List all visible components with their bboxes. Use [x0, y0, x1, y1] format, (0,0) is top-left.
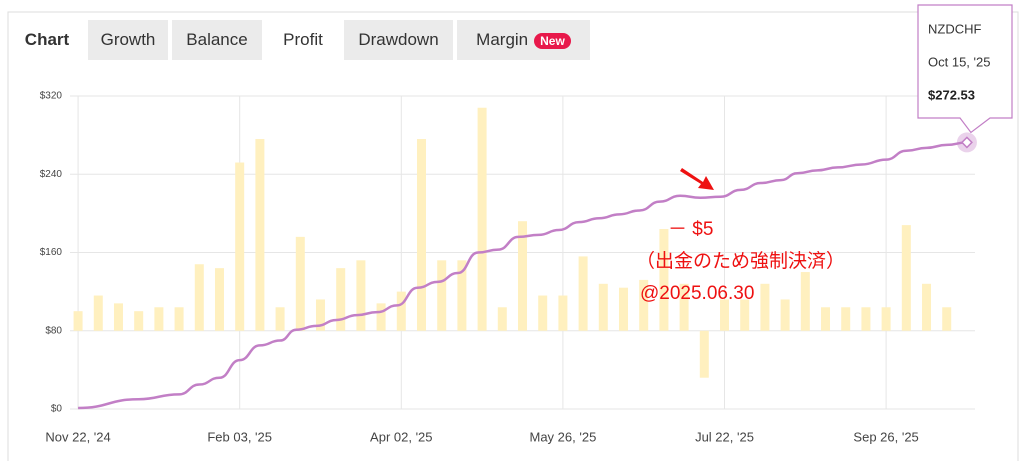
bar — [760, 283, 770, 331]
bar — [174, 307, 184, 331]
bar — [235, 162, 245, 331]
bar — [154, 307, 164, 331]
badge: New — [534, 33, 571, 49]
bar — [558, 295, 568, 331]
bar — [518, 221, 527, 331]
y-tick-label: $160 — [40, 247, 63, 258]
bar — [780, 299, 790, 331]
bar — [901, 225, 911, 331]
bar — [275, 307, 285, 331]
y-tick-label: $320 — [40, 91, 63, 102]
tab[interactable]: Drawdown — [344, 20, 453, 60]
tooltip-title: NZDCHF — [928, 21, 981, 36]
bar — [93, 295, 103, 331]
panel — [7, 11, 1019, 461]
bar — [356, 260, 366, 331]
bar — [679, 283, 689, 331]
bar — [73, 311, 83, 331]
bar — [578, 256, 588, 331]
bar — [659, 229, 669, 331]
tab[interactable]: Growth — [88, 20, 168, 60]
bar — [619, 287, 629, 331]
bar — [598, 283, 608, 331]
bar — [396, 291, 406, 331]
bar — [821, 307, 831, 331]
bar — [437, 260, 447, 331]
bar — [477, 107, 487, 331]
bar — [720, 299, 730, 331]
tab[interactable]: Balance — [172, 20, 262, 60]
x-tick-label: May 26, '25 — [530, 429, 597, 444]
annotation: （出金のため強制決済） — [636, 250, 845, 272]
bar — [861, 307, 871, 331]
bar — [457, 260, 467, 331]
line — [78, 141, 967, 410]
bar — [214, 268, 224, 331]
arrow — [680, 168, 714, 190]
annotation: － $5 — [668, 219, 713, 240]
bar — [639, 279, 649, 331]
tab-label: Margin — [476, 30, 529, 49]
bar — [699, 330, 709, 378]
bar — [881, 307, 891, 331]
bar — [942, 307, 952, 331]
bar — [922, 283, 932, 331]
bar — [538, 295, 548, 331]
bar — [113, 303, 123, 331]
bar — [841, 307, 851, 331]
x-tick-label: Sep 26, '25 — [853, 429, 918, 444]
tab[interactable]: Chart — [24, 30, 70, 49]
tooltip-value: $272.53 — [928, 87, 975, 102]
x-tick-label: Jul 22, '25 — [695, 429, 754, 444]
bar — [315, 299, 325, 331]
bar — [800, 272, 810, 331]
bar — [740, 299, 750, 331]
x-tick-label: Nov 22, '24 — [45, 429, 110, 444]
y-tick-label: $240 — [40, 169, 63, 180]
x-tick-label: Apr 02, '25 — [370, 429, 432, 444]
tooltip-date: Oct 15, '25 — [928, 54, 990, 69]
bar — [255, 139, 265, 331]
bar — [497, 307, 507, 331]
bar — [416, 139, 426, 331]
x-tick-label: Feb 03, '25 — [207, 429, 272, 444]
y-tick-label: $0 — [51, 404, 63, 415]
bar — [134, 311, 144, 331]
tab[interactable]: Margin New — [457, 20, 590, 60]
tooltip-box — [917, 4, 1013, 134]
bar — [336, 268, 346, 331]
annotation: @2025.06.30 — [640, 283, 754, 304]
tab[interactable]: Profit — [266, 20, 340, 60]
bar — [376, 303, 386, 331]
hover-point — [960, 136, 973, 149]
bar — [194, 264, 204, 331]
y-tick-label: $80 — [45, 325, 62, 336]
bar — [295, 236, 305, 331]
